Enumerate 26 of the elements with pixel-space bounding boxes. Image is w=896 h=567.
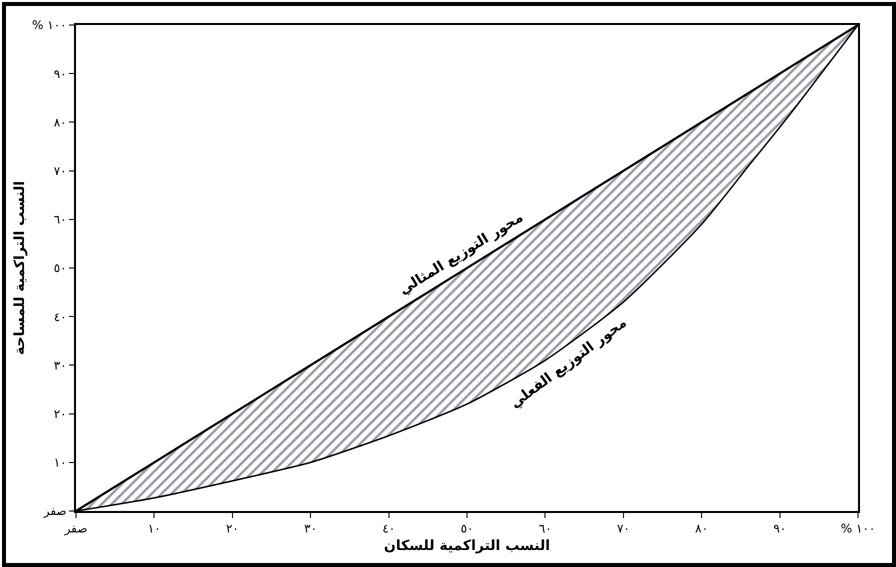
y-tick-label: ١٠ bbox=[54, 456, 67, 470]
y-tick-label: صفر bbox=[42, 504, 67, 518]
y-tick-label: ٤٠ bbox=[54, 310, 67, 324]
x-tick-label: صفر bbox=[64, 521, 88, 536]
y-tick-label: ٦٠ bbox=[54, 212, 67, 227]
y-tick-label: ٨٠ bbox=[54, 115, 67, 130]
x-tick-label: ٨٠ bbox=[695, 521, 708, 536]
y-tick-label: % ١٠٠ bbox=[32, 18, 67, 32]
y-tick-label: ٢٠ bbox=[54, 407, 67, 421]
text: محور التوزيع المثالي bbox=[396, 209, 526, 298]
y-tick-label: ٩٠ bbox=[54, 66, 67, 81]
x-tick-label: ٧٠ bbox=[616, 521, 630, 536]
x-tick-label: ٥٠ bbox=[460, 521, 474, 536]
text: محور التوزيع الفعلي bbox=[507, 314, 630, 412]
y-tick-label: ٣٠ bbox=[54, 358, 67, 372]
x-tick-label: % ١٠٠ bbox=[840, 521, 876, 536]
y-axis-title: النسب التراكمية للمساحة bbox=[12, 180, 28, 356]
x-axis-title: النسب التراكمية للسكان bbox=[384, 538, 550, 554]
x-tick-label: ٤٠ bbox=[382, 521, 396, 536]
x-tick-label: ٣٠ bbox=[304, 521, 318, 536]
x-tick-label: ١٠ bbox=[148, 521, 161, 536]
x-tick-label: ٩٠ bbox=[773, 521, 786, 536]
x-tick-label: ٦٠ bbox=[538, 521, 552, 536]
x-tick-label: ٢٠ bbox=[226, 521, 239, 536]
y-tick-label: ٧٠ bbox=[54, 164, 67, 178]
y-tick-label: ٥٠ bbox=[54, 261, 67, 276]
